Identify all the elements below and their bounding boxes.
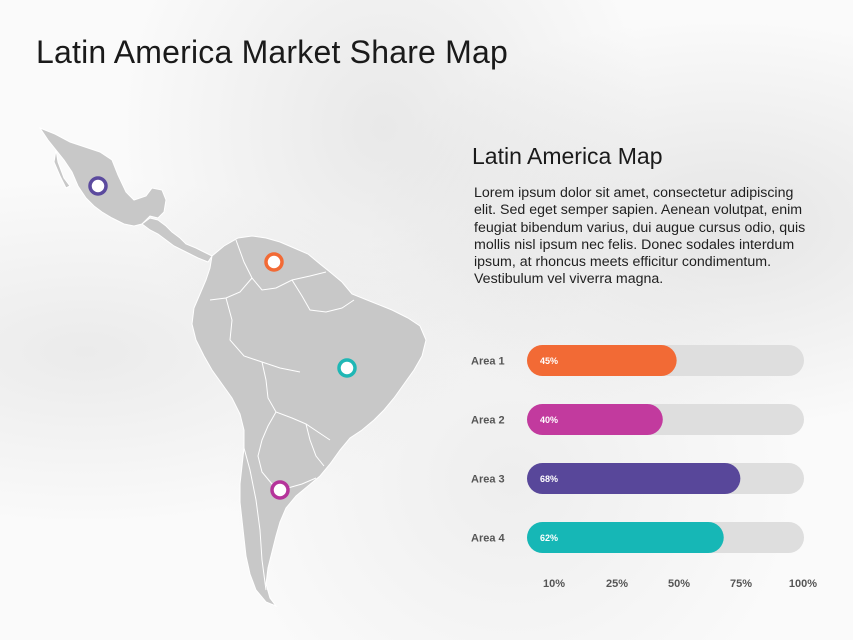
description-text: Lorem ipsum dolor sit amet, consectetur … xyxy=(474,185,806,288)
page-title: Latin America Market Share Map xyxy=(36,34,508,70)
bar-value-label: 40% xyxy=(540,415,558,425)
bar-fill xyxy=(527,345,677,376)
bar-value-label: 62% xyxy=(540,533,558,543)
category-label: Area 3 xyxy=(471,474,505,486)
bar-fill xyxy=(527,463,741,494)
bar-value-label: 68% xyxy=(540,474,558,484)
map-marker-mexico[interactable] xyxy=(88,176,108,196)
bar-fill xyxy=(527,522,724,553)
map-marker-argentina[interactable] xyxy=(270,480,290,500)
map-marker-venezuela[interactable] xyxy=(264,252,284,272)
category-label: Area 2 xyxy=(471,415,505,427)
x-tick-label: 10% xyxy=(543,578,565,590)
category-label: Area 1 xyxy=(471,356,505,368)
south-america-region xyxy=(191,235,427,608)
mexico-region xyxy=(38,126,167,227)
x-tick-label: 25% xyxy=(606,578,628,590)
country-borders xyxy=(209,239,355,591)
section-subtitle: Latin America Map xyxy=(472,143,663,169)
x-tick-label: 75% xyxy=(730,578,752,590)
category-label: Area 4 xyxy=(471,533,506,545)
bar-fill xyxy=(527,404,663,435)
x-tick-label: 100% xyxy=(789,578,817,590)
map-marker-brazil[interactable] xyxy=(337,358,357,378)
x-tick-label: 50% xyxy=(668,578,690,590)
bar-value-label: 45% xyxy=(540,356,558,366)
